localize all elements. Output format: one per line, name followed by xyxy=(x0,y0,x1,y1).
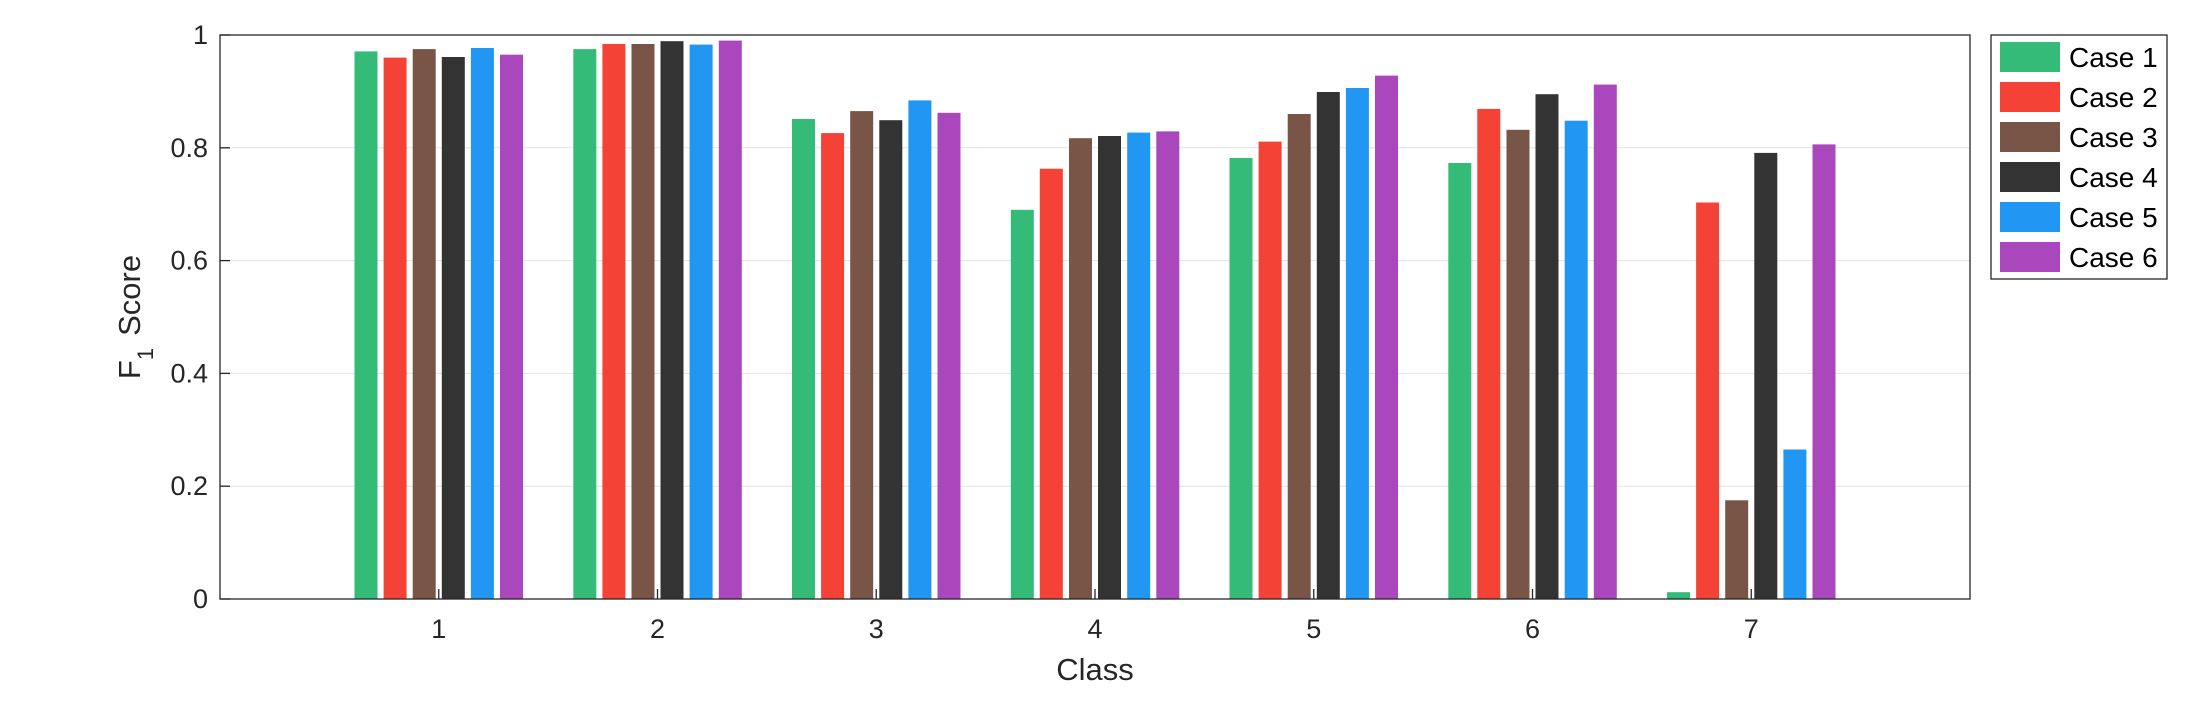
bar xyxy=(1287,114,1311,599)
x-tick-label: 6 xyxy=(1525,614,1540,644)
bar xyxy=(412,49,436,600)
y-axis-label-main: F xyxy=(112,360,147,379)
bar xyxy=(1375,75,1398,600)
x-tick-label: 2 xyxy=(650,614,665,644)
bar xyxy=(1754,152,1778,599)
bar xyxy=(383,57,407,600)
bar xyxy=(354,51,378,599)
y-tick-label: 0.2 xyxy=(170,471,208,501)
x-tick-label: 1 xyxy=(431,614,446,644)
y-tick-label: 0.6 xyxy=(170,246,208,276)
bar xyxy=(1725,500,1749,599)
bar xyxy=(470,48,494,599)
bar xyxy=(879,120,903,599)
y-axis-label-subscript: 1 xyxy=(133,348,158,360)
legend-swatch xyxy=(2000,82,2060,112)
legend-label: Case 5 xyxy=(2069,202,2158,233)
bar xyxy=(573,49,597,600)
x-tick-label: 4 xyxy=(1087,614,1102,644)
bar xyxy=(1345,88,1369,599)
bar xyxy=(1593,84,1617,600)
y-tick-label: 0.4 xyxy=(170,358,208,388)
bar xyxy=(1258,141,1282,599)
y-axis-label-rest: Score xyxy=(112,255,147,336)
bar xyxy=(631,44,655,599)
bar xyxy=(821,133,845,599)
legend-swatch xyxy=(2000,42,2060,72)
x-axis: 1 2 3 4 5 6 7 xyxy=(431,589,1759,644)
legend-box xyxy=(1990,34,2168,280)
bar xyxy=(1010,209,1034,600)
bar xyxy=(792,119,815,599)
bar xyxy=(937,112,961,600)
bar xyxy=(908,100,932,600)
bar xyxy=(1812,144,1836,599)
legend: Case 1 Case 2 Case 3 Case 4 Case 5 Case 6 xyxy=(1990,34,2168,280)
bar xyxy=(1696,202,1720,599)
legend-label: Case 4 xyxy=(2069,162,2158,193)
legend-swatch xyxy=(2000,162,2060,192)
legend-swatch xyxy=(2000,122,2060,152)
bars xyxy=(354,40,1836,600)
bar xyxy=(1667,592,1690,599)
y-tick-label: 0 xyxy=(193,584,208,614)
y-axis-label: F1 Score xyxy=(112,255,158,379)
bar xyxy=(1506,129,1530,600)
bar xyxy=(1316,92,1340,599)
y-tick-label: 1 xyxy=(193,20,208,50)
bar xyxy=(1127,132,1151,599)
x-tick-label: 3 xyxy=(869,614,884,644)
legend-label: Case 3 xyxy=(2069,122,2158,153)
legend-swatch xyxy=(2000,242,2060,272)
bar xyxy=(689,44,713,600)
y-axis: 0 0.2 0.4 0.6 0.8 1 xyxy=(170,20,230,614)
bar xyxy=(660,41,684,599)
bar xyxy=(1098,136,1121,599)
legend-label: Case 2 xyxy=(2069,82,2158,113)
bar xyxy=(1783,449,1807,599)
bar xyxy=(1069,138,1092,599)
y-tick-label: 0.8 xyxy=(170,133,208,163)
bar xyxy=(500,54,523,599)
legend-label: Case 6 xyxy=(2069,242,2158,273)
legend-label: Case 1 xyxy=(2069,42,2158,73)
bar xyxy=(1477,108,1501,600)
bar xyxy=(718,40,742,600)
bar xyxy=(1156,131,1180,599)
bar xyxy=(1229,158,1253,599)
bar xyxy=(441,57,465,599)
bar xyxy=(1448,163,1472,599)
bar xyxy=(1535,94,1559,599)
x-tick-label: 5 xyxy=(1306,614,1321,644)
bar xyxy=(1564,120,1588,599)
x-axis-label: Class xyxy=(1056,652,1134,687)
bar xyxy=(850,111,874,599)
legend-swatch xyxy=(2000,202,2060,232)
bar xyxy=(602,44,626,599)
bar xyxy=(1039,168,1063,599)
x-tick-label: 7 xyxy=(1744,614,1759,644)
